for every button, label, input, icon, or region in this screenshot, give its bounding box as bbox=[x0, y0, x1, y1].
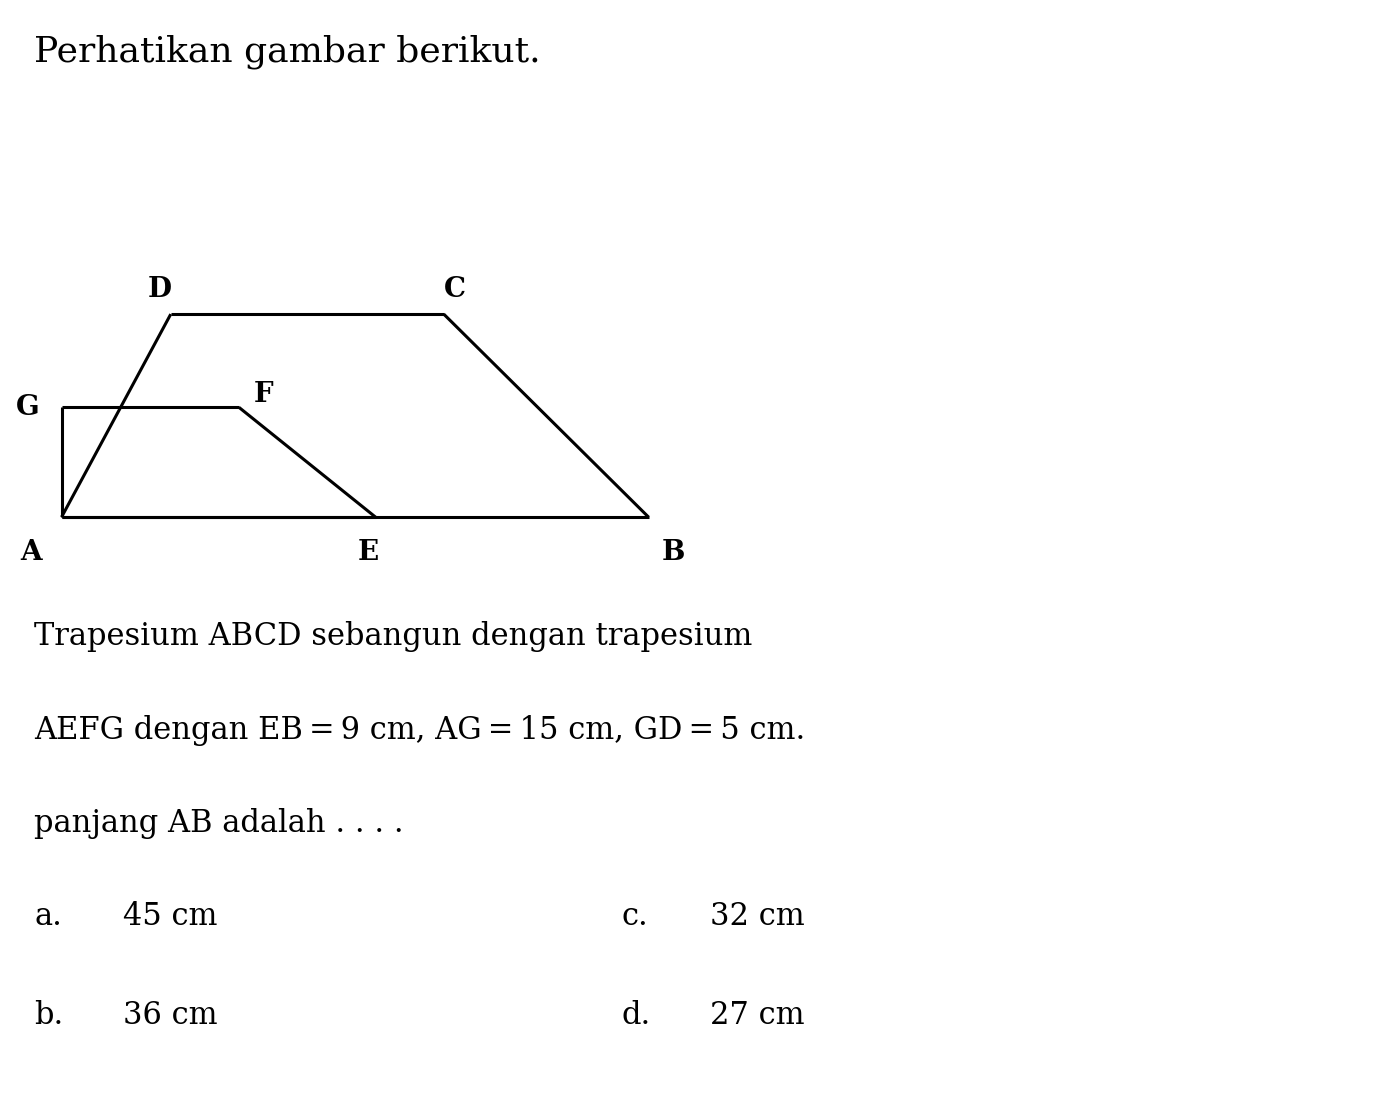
Text: 32 cm: 32 cm bbox=[710, 901, 805, 932]
Text: 27 cm: 27 cm bbox=[710, 1000, 804, 1031]
Text: E: E bbox=[359, 539, 379, 565]
Text: Trapesium ABCD sebangun dengan trapesium: Trapesium ABCD sebangun dengan trapesium bbox=[34, 621, 753, 652]
Text: 45 cm: 45 cm bbox=[123, 901, 218, 932]
Text: D: D bbox=[148, 277, 172, 303]
Text: A: A bbox=[21, 539, 43, 565]
Text: c.: c. bbox=[622, 901, 648, 932]
Text: panjang AB adalah . . . .: panjang AB adalah . . . . bbox=[34, 808, 404, 839]
Text: a.: a. bbox=[34, 901, 62, 932]
Text: F: F bbox=[254, 381, 273, 408]
Text: d.: d. bbox=[622, 1000, 651, 1031]
Text: AEFG dengan EB = 9 cm, AG = 15 cm, GD = 5 cm.: AEFG dengan EB = 9 cm, AG = 15 cm, GD = … bbox=[34, 714, 805, 745]
Text: 36 cm: 36 cm bbox=[123, 1000, 218, 1031]
Text: b.: b. bbox=[34, 1000, 63, 1031]
Text: C: C bbox=[444, 277, 466, 303]
Text: G: G bbox=[15, 394, 39, 421]
Text: Perhatikan gambar berikut.: Perhatikan gambar berikut. bbox=[34, 34, 541, 69]
Text: B: B bbox=[662, 539, 685, 565]
